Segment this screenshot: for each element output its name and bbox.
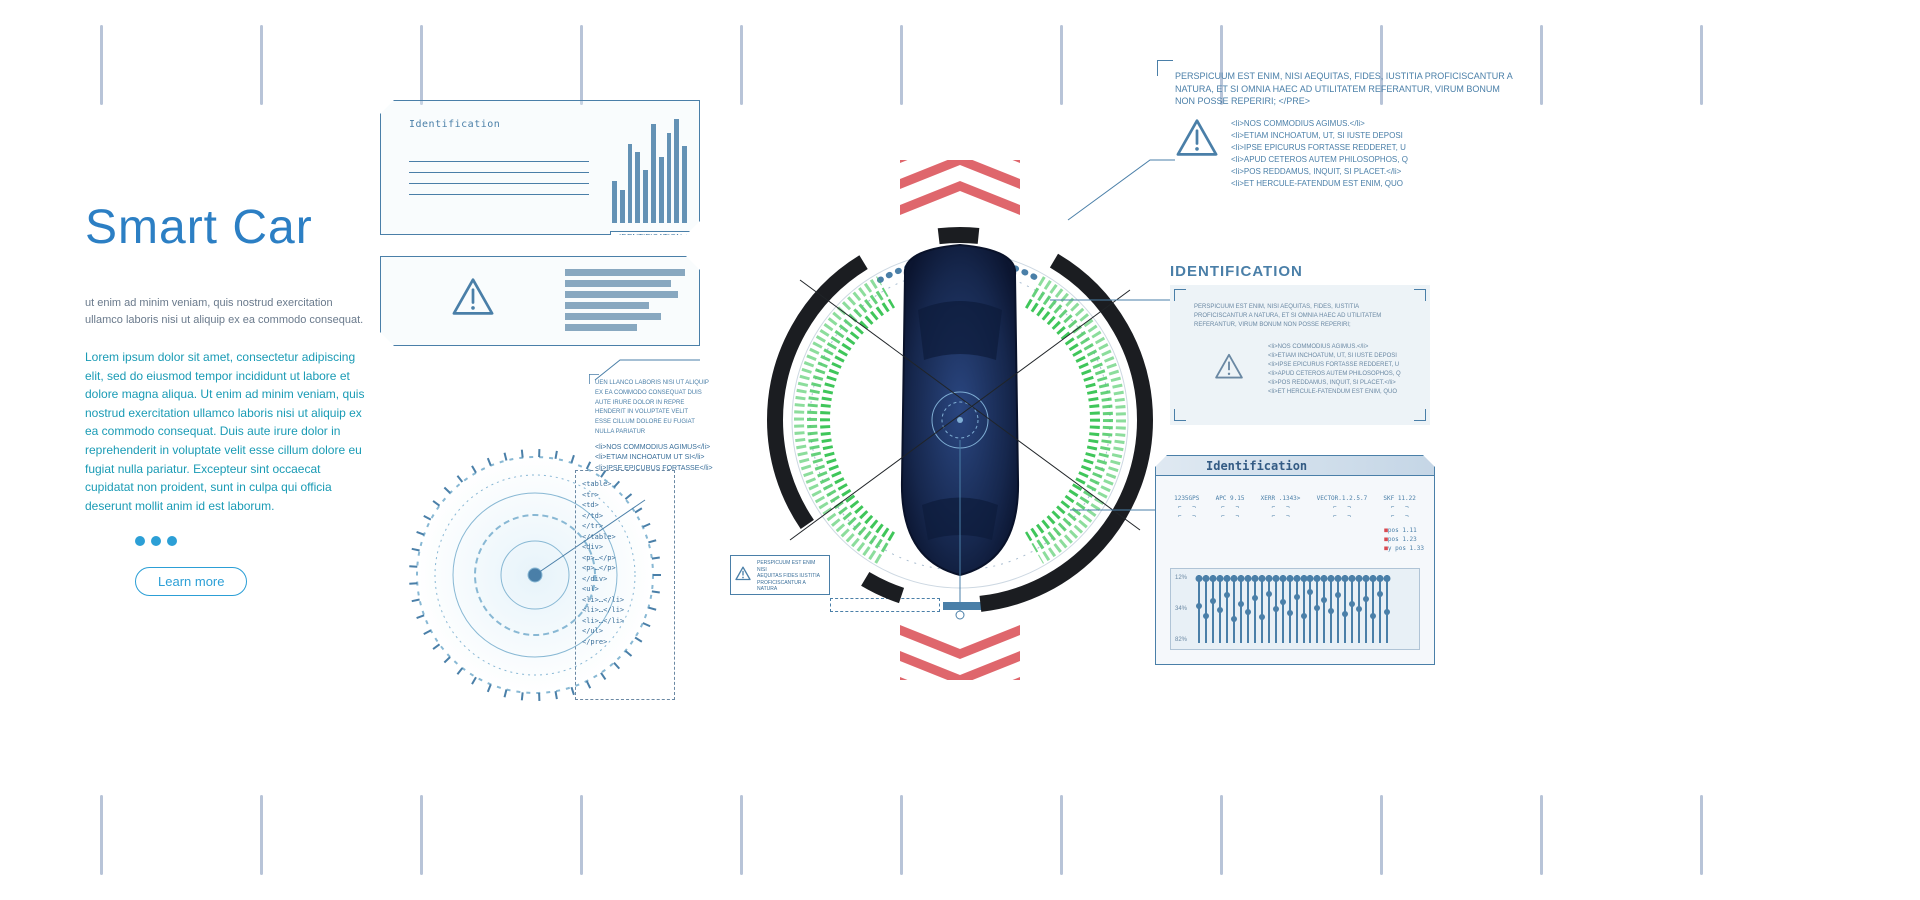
warning-panel bbox=[380, 256, 700, 346]
learn-more-button[interactable]: Learn more bbox=[135, 567, 247, 596]
corner-bracket-icon bbox=[1157, 60, 1173, 76]
id-panel-title: Identification bbox=[1156, 456, 1434, 476]
top-right-info: PERSPICUUM EST ENIM, NISI AEQUITAS, FIDE… bbox=[1175, 70, 1515, 190]
id-panel-readouts: 1235GPS⌐ ¬⌐ ¬APC 9.15⌐ ¬⌐ ¬XERR .1343>⌐ … bbox=[1156, 476, 1434, 527]
warning-icon bbox=[1214, 353, 1244, 380]
intro-column: Smart Car ut enim ad minim veniam, quis … bbox=[85, 200, 365, 596]
panel-a-bar-chart bbox=[612, 113, 687, 223]
page-body: Lorem ipsum dolor sit amet, consectetur … bbox=[85, 348, 365, 515]
warning-icon bbox=[451, 277, 495, 317]
right-paragraph: PERSPICUUM EST ENIM, NISI AEQUITAS, FIDE… bbox=[1175, 70, 1515, 108]
panel-a-title: Identification bbox=[409, 119, 500, 130]
identification-readout-panel: Identification 1235GPS⌐ ¬⌐ ¬APC 9.15⌐ ¬⌐… bbox=[1155, 455, 1435, 665]
pager-dots bbox=[135, 533, 365, 551]
equalizer-chart: 12%34%82% bbox=[1170, 568, 1420, 650]
code-snippet-box: <table> <tr> <td> </td> </tr></table><di… bbox=[575, 470, 675, 700]
identification-panel-top: Identification IDENTIFICATION bbox=[380, 100, 700, 235]
identification-box: IDENTIFICATION PERSPICUUM EST ENIM, NISI… bbox=[1170, 285, 1430, 425]
panel-a-rows bbox=[409, 151, 589, 205]
identification-heading: IDENTIFICATION bbox=[1170, 263, 1303, 280]
id-panel-positions: ■pos 1.11■pos 1.23■y pos 1.33 bbox=[1384, 526, 1424, 553]
warning-icon bbox=[1175, 118, 1219, 158]
warning-icon bbox=[735, 566, 751, 581]
page-subtitle: ut enim ad minim veniam, quis nostrud ex… bbox=[85, 295, 365, 328]
panel-a-footer: IDENTIFICATION bbox=[610, 231, 691, 244]
right-list: <li>NOS COMMODIUS AGIMUS.</li><li>ETIAM … bbox=[1231, 118, 1408, 190]
page-title: Smart Car bbox=[85, 200, 365, 255]
panel-b-bars bbox=[565, 269, 685, 335]
car-hud bbox=[760, 160, 1160, 680]
